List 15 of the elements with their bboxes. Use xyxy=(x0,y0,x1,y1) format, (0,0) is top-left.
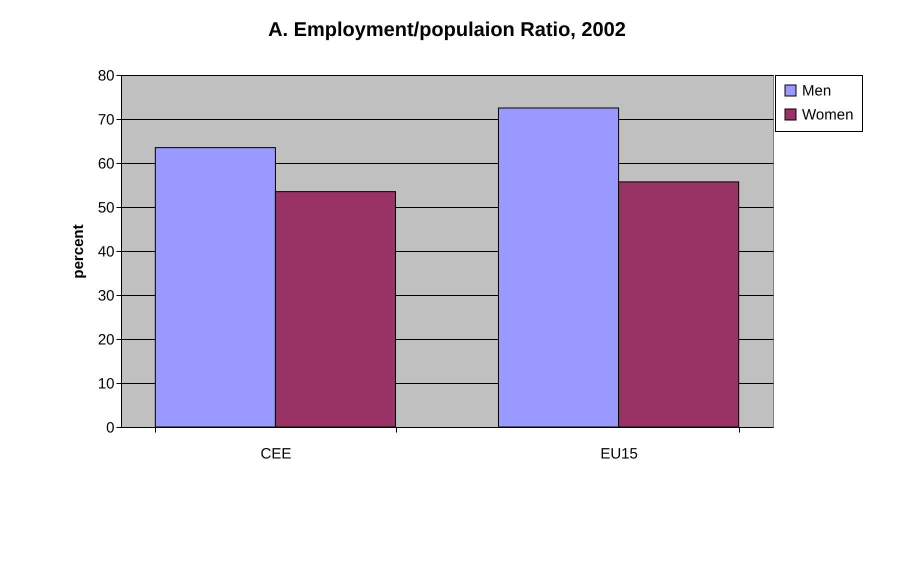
y-tick-label: 80 xyxy=(98,68,114,84)
y-tick-label: 0 xyxy=(106,420,114,436)
y-tick-label: 50 xyxy=(98,200,114,216)
x-tick-label: EU15 xyxy=(600,446,638,462)
y-tick-label: 30 xyxy=(98,288,114,304)
legend-label: Women xyxy=(802,106,854,124)
y-tick-label: 20 xyxy=(98,332,114,348)
legend-label: Men xyxy=(802,82,832,100)
y-tick-label: 70 xyxy=(98,112,114,128)
y-tick-label: 60 xyxy=(98,156,114,172)
y-tick-label: 10 xyxy=(98,376,114,392)
x-tick-label: CEE xyxy=(260,446,292,462)
y-tick-label: 40 xyxy=(98,244,114,260)
chart-title: A. Employment/populaion Ratio, 2002 xyxy=(268,19,626,41)
y-axis-title: percent xyxy=(70,224,87,279)
